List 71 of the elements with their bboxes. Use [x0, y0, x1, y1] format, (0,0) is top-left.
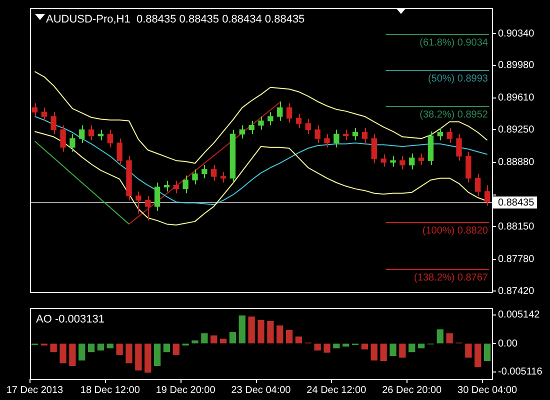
- bar: [220, 338, 227, 344]
- bar: [154, 344, 161, 366]
- bar: [286, 330, 293, 344]
- x-tick-label: 18 Dec 12:00: [80, 384, 140, 396]
- y-tick-label: 0.87780: [498, 254, 535, 266]
- bar: [390, 344, 396, 356]
- y-tick-label: 0.005142: [498, 310, 540, 321]
- ref-line-label: 0.88435: [498, 197, 535, 208]
- bar: [88, 344, 95, 352]
- bar: [276, 325, 284, 344]
- bar: [126, 344, 132, 364]
- bar: [399, 344, 406, 358]
- bar: [238, 315, 246, 344]
- y-tick-label: 0.87420: [498, 286, 535, 297]
- x-tick-label: 26 Dec 20:00: [382, 384, 442, 396]
- bar: [446, 333, 453, 344]
- bar: [314, 344, 321, 350]
- bar: [418, 344, 425, 348]
- ref-line-label: (61.8%) 0.9034: [420, 37, 488, 48]
- y-tick-label: 0.88880: [498, 157, 535, 168]
- bar: [144, 344, 152, 373]
- bar: [342, 344, 350, 347]
- ref-line-label: (38.2%) 0.8952: [420, 109, 488, 120]
- y-tick-label: 0.88150: [498, 221, 535, 232]
- ref-line-label: (138.2%) 0.8767: [414, 272, 488, 284]
- bar: [172, 344, 180, 355]
- bar: [60, 344, 66, 364]
- bar: [267, 320, 274, 344]
- bar: [97, 344, 104, 350]
- bar: [229, 332, 236, 344]
- bar: [192, 340, 198, 344]
- bar: [484, 344, 491, 362]
- text: AUDUSD-Pro,H1 0.88435 0.88435 0.88434 0.88435: [46, 14, 305, 26]
- bar: [201, 333, 208, 344]
- y-tick-label: 0.89610: [498, 92, 535, 104]
- bar: [116, 344, 123, 355]
- bar: [436, 329, 444, 344]
- bar: [474, 344, 482, 368]
- bar: [408, 344, 416, 352]
- bar: [135, 344, 142, 370]
- y-tick-label: 0.89980: [498, 60, 535, 72]
- bar: [370, 344, 378, 360]
- ref-line-label: (50%) 0.8993: [428, 73, 488, 84]
- candlestick: [324, 134, 330, 148]
- candlestick: [446, 127, 452, 144]
- text: AO -0.003131: [36, 314, 104, 326]
- ref-line-label: (100%) 0.8820: [422, 225, 488, 236]
- bar: [465, 344, 472, 358]
- bar: [106, 344, 114, 348]
- bar: [258, 320, 264, 344]
- y-tick-label: 0.89250: [498, 124, 535, 136]
- bar: [248, 316, 255, 344]
- y-tick-label: -0.005116: [498, 366, 543, 378]
- bar: [333, 344, 340, 348]
- bar: [50, 344, 57, 352]
- y-tick-label: 0.90340: [498, 28, 535, 40]
- x-tick-label: 19 Dec 20:00: [156, 384, 216, 396]
- y-tick-label: 0.00: [498, 338, 518, 350]
- x-tick-label: 24 Dec 12:00: [306, 384, 367, 396]
- x-tick-label: 23 Dec 04:00: [231, 384, 292, 396]
- bar: [380, 344, 387, 362]
- bar: [69, 344, 76, 366]
- bar: [78, 344, 86, 360]
- bar: [324, 344, 330, 353]
- bar: [210, 335, 218, 344]
- x-tick-label: 30 Dec 04:00: [458, 384, 518, 396]
- bar: [163, 344, 170, 352]
- bar: [361, 344, 368, 350]
- x-tick-label: 17 Dec 2013: [6, 384, 64, 396]
- candlestick: [192, 168, 198, 185]
- bar: [295, 336, 302, 344]
